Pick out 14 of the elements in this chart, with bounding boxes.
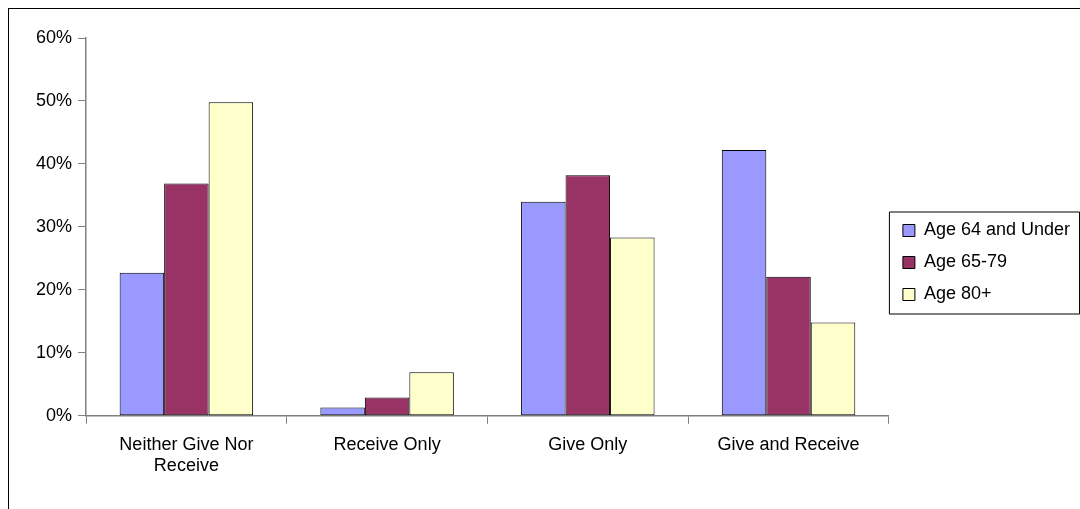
y-tick-label: 20% bbox=[36, 278, 73, 299]
y-tick-label: 60% bbox=[36, 26, 73, 47]
y-tick-label: 40% bbox=[36, 152, 73, 173]
x-tick-label: Receive Only bbox=[333, 433, 441, 454]
x-tick-label: Give Only bbox=[548, 433, 628, 454]
y-tick-label: 30% bbox=[36, 215, 73, 236]
x-tick-label: Give and Receive bbox=[717, 433, 860, 454]
legend-label: Age 65-79 bbox=[923, 251, 1007, 272]
y-tick-label: 50% bbox=[36, 89, 73, 110]
x-tick-label: Neither Give Nor Receive bbox=[119, 433, 254, 476]
y-tick-label: 0% bbox=[46, 404, 73, 425]
legend-label: Age 64 and Under bbox=[923, 219, 1071, 240]
legend-label: Age 80+ bbox=[923, 283, 992, 304]
y-tick-label: 10% bbox=[36, 341, 73, 362]
